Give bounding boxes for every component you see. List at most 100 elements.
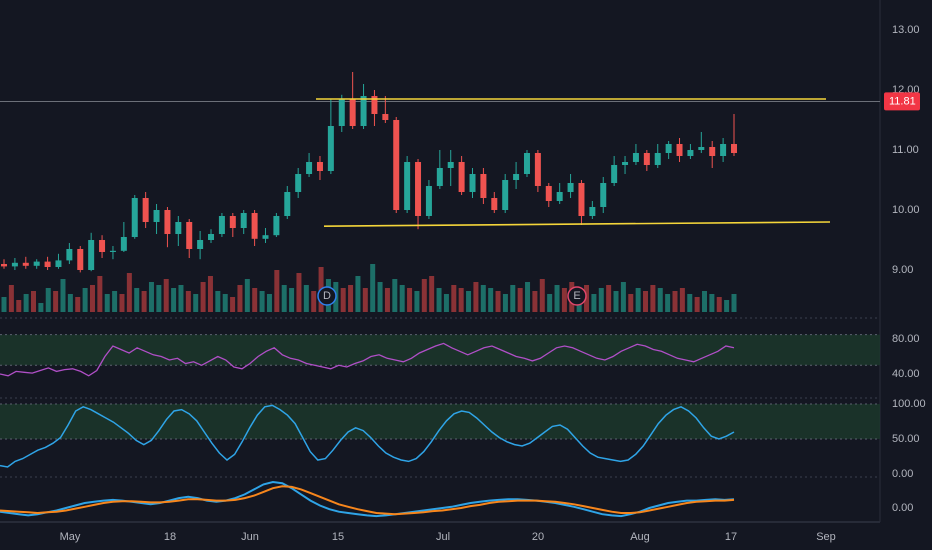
candle-body xyxy=(142,198,149,222)
volume-bar xyxy=(414,291,420,312)
volume-bar xyxy=(193,294,199,312)
candle-body xyxy=(306,162,313,174)
price-tick-label: 9.00 xyxy=(892,264,913,276)
volume-bar xyxy=(517,288,523,312)
candle-body xyxy=(709,147,716,156)
volume-bar xyxy=(584,285,590,312)
candle-body xyxy=(523,153,530,174)
volume-bar xyxy=(362,288,368,312)
time-axis-label: May xyxy=(60,531,81,543)
rsi-line xyxy=(0,342,735,377)
stoch-tick-label: 50.00 xyxy=(892,433,920,445)
candle-body xyxy=(316,162,323,171)
candle-body xyxy=(654,153,661,165)
stoch-band xyxy=(0,404,880,439)
rsi-band xyxy=(0,334,880,366)
candle-body xyxy=(556,192,563,201)
volume-bar xyxy=(561,288,567,312)
volume-bar xyxy=(436,288,442,312)
volume-bar xyxy=(443,294,449,312)
volume-bar xyxy=(502,294,508,312)
volume-bar xyxy=(709,294,715,312)
volume-bar xyxy=(547,294,553,312)
volume-bar xyxy=(156,285,162,312)
volume-bar xyxy=(554,285,560,312)
volume-bar xyxy=(355,276,361,312)
candle-body xyxy=(578,183,585,216)
volume-bar xyxy=(281,285,287,312)
volume-bar xyxy=(200,282,206,312)
macd-tick-label: 0.00 xyxy=(892,502,913,514)
candle-body xyxy=(197,240,204,249)
candle-body xyxy=(229,216,236,228)
candle-body xyxy=(436,168,443,186)
time-axis-label: 20 xyxy=(532,531,544,543)
volume-bar xyxy=(237,285,243,312)
volume-bar xyxy=(163,279,169,312)
time-axis-label: Jul xyxy=(436,531,450,543)
candle-body xyxy=(589,207,596,216)
volume-bar xyxy=(657,288,663,312)
price-tick-label: 11.00 xyxy=(892,144,919,156)
candle-body xyxy=(131,198,138,237)
volume-bar xyxy=(665,294,671,312)
earnings-badge-label: E xyxy=(573,290,580,302)
candle-body xyxy=(643,153,650,165)
candle-body xyxy=(632,153,639,162)
volume-bar xyxy=(672,291,678,312)
volume-bar xyxy=(724,300,730,312)
price-tick-label: 10.00 xyxy=(892,204,920,216)
support-line[interactable] xyxy=(323,221,831,227)
volume-bar xyxy=(635,288,641,312)
rsi-tick-label: 40.00 xyxy=(892,368,920,380)
volume-bar xyxy=(340,288,346,312)
candle-body xyxy=(447,162,454,168)
volume-bar xyxy=(421,279,427,312)
candle-body xyxy=(622,162,629,165)
candle-body xyxy=(720,144,727,156)
stoch-tick-label: 0.00 xyxy=(892,468,913,480)
volume-bar xyxy=(16,300,22,312)
volume-bar xyxy=(104,294,110,312)
candle-body xyxy=(1,264,7,267)
candle-body xyxy=(491,198,498,210)
volume-bar xyxy=(296,273,302,312)
volume-bar xyxy=(75,297,81,312)
candle-body xyxy=(469,174,476,192)
volume-bar xyxy=(407,288,413,312)
volume-bar xyxy=(289,288,295,312)
volume-bar xyxy=(178,285,184,312)
volume-bar xyxy=(141,291,147,312)
candle-body xyxy=(480,174,487,198)
volume-bar xyxy=(215,291,221,312)
candle-body xyxy=(513,174,520,180)
volume-bar xyxy=(45,288,51,312)
volume-bar xyxy=(429,276,435,312)
time-axis-label: Sep xyxy=(816,531,836,543)
dividend-badge-label: D xyxy=(323,290,331,302)
volume-bar xyxy=(171,288,177,312)
volume-bar xyxy=(480,285,486,312)
candle-body xyxy=(382,114,389,120)
candle-body xyxy=(240,213,247,228)
time-axis-label: 17 xyxy=(725,531,737,543)
candle-body xyxy=(371,96,378,114)
last-price-label: 11.81 xyxy=(889,95,916,107)
candle-body xyxy=(676,144,683,156)
volume-bar xyxy=(348,285,354,312)
volume-bar xyxy=(67,294,73,312)
earnings-badge[interactable] xyxy=(567,286,587,306)
candle-body xyxy=(66,249,73,261)
stoch-line xyxy=(0,404,735,468)
volume-bar xyxy=(222,294,228,312)
dividend-badge[interactable] xyxy=(317,286,337,306)
volume-bar xyxy=(694,297,700,312)
volume-bar xyxy=(30,291,36,312)
volume-bar xyxy=(598,288,604,312)
volume-bar xyxy=(495,291,501,312)
volume-bar xyxy=(303,285,309,312)
volume-bar xyxy=(148,282,154,312)
candle-body xyxy=(687,150,694,156)
